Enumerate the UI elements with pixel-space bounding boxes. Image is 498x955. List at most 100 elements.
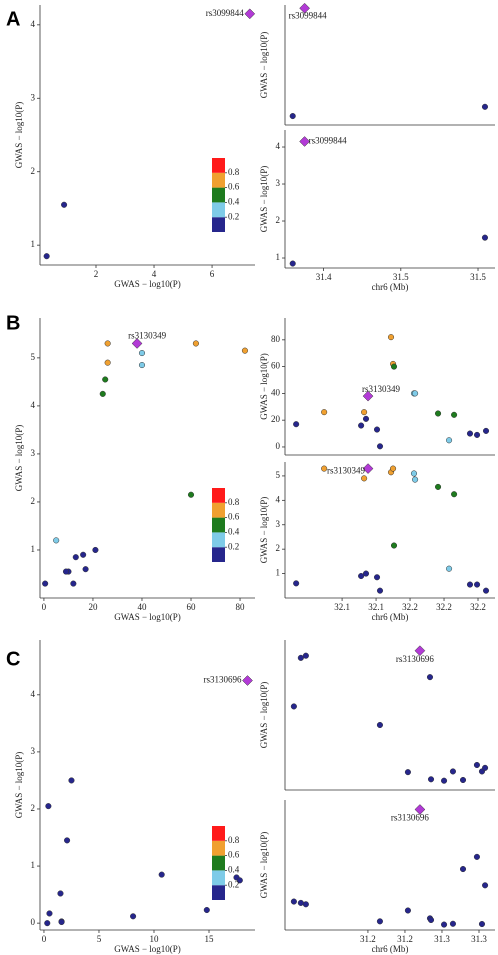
y-tick-label: 3 bbox=[276, 178, 281, 188]
snp-point bbox=[102, 376, 109, 383]
snp-point bbox=[459, 776, 467, 784]
snp-point bbox=[446, 437, 453, 444]
snp-point bbox=[203, 906, 210, 914]
snp-point bbox=[441, 921, 448, 928]
snp-point bbox=[482, 587, 490, 594]
x-tick-label: 31.2 bbox=[360, 934, 376, 944]
colorbar-swatch bbox=[212, 532, 225, 548]
colorbar-swatch bbox=[212, 517, 225, 533]
snp-point bbox=[46, 910, 53, 917]
y-tick-label: 0 bbox=[276, 441, 281, 451]
x-tick-label: 31.3 bbox=[434, 934, 450, 944]
x-axis-label: chr6 (Mb) bbox=[372, 282, 409, 292]
colorbar-tick-label: 0.8 bbox=[228, 835, 240, 845]
colorbar-swatch bbox=[212, 217, 225, 232]
lead-snp-label: rs3099844 bbox=[206, 8, 244, 18]
x-tick-label: 32.2 bbox=[436, 602, 452, 612]
x-tick-label: 80 bbox=[236, 602, 246, 612]
y-axis-label: GWAS − log10(P) bbox=[259, 353, 269, 420]
colorbar-tick-label: 0.2 bbox=[228, 879, 239, 889]
snp-point bbox=[293, 580, 300, 587]
colorbar-tick-label: 0.2 bbox=[228, 541, 239, 551]
y-tick-label: 3 bbox=[276, 519, 281, 529]
snp-point bbox=[387, 334, 395, 341]
snp-point bbox=[57, 890, 64, 897]
colorbar-swatch bbox=[212, 158, 225, 173]
snp-point bbox=[376, 587, 384, 594]
snp-point bbox=[446, 565, 453, 572]
y-tick-label: 1 bbox=[31, 860, 36, 870]
lead-snp-point bbox=[414, 804, 426, 815]
y-tick-label: 2 bbox=[31, 496, 36, 506]
y-tick-label: 40 bbox=[271, 387, 281, 397]
lead-snp-label: rs3130696 bbox=[396, 654, 434, 664]
snp-point bbox=[68, 777, 75, 784]
colorbar-swatch bbox=[212, 172, 225, 188]
snp-point bbox=[373, 426, 381, 433]
y-axis-label: GWAS − log10(P) bbox=[259, 497, 269, 564]
x-tick-label: 4 bbox=[152, 269, 157, 279]
x-tick-label: 6 bbox=[210, 269, 215, 279]
colorbar-tick-label: 0.6 bbox=[228, 850, 240, 860]
snp-point bbox=[404, 769, 411, 776]
lead-snp-point bbox=[299, 136, 310, 147]
snp-point bbox=[451, 411, 458, 418]
lead-snp-label: rs3130349 bbox=[327, 466, 365, 476]
x-axis-label: GWAS − log10(P) bbox=[114, 279, 181, 289]
snp-point bbox=[302, 652, 309, 659]
y-axis-label: GWAS − log10(P) bbox=[259, 682, 269, 749]
colorbar-swatch bbox=[212, 826, 225, 841]
y-tick-label: 0 bbox=[31, 917, 36, 927]
snp-point bbox=[44, 920, 51, 927]
snp-point bbox=[459, 866, 467, 873]
snp-point bbox=[361, 475, 368, 482]
panel-label: B bbox=[6, 312, 20, 334]
y-tick-label: 20 bbox=[271, 414, 281, 424]
y-tick-label: 1 bbox=[276, 568, 281, 578]
y-tick-label: 4 bbox=[276, 494, 281, 504]
x-tick-label: 40 bbox=[137, 602, 147, 612]
snp-point bbox=[358, 572, 365, 580]
y-tick-label: 3 bbox=[31, 448, 36, 458]
x-axis-label: chr6 (Mb) bbox=[372, 944, 409, 954]
snp-point bbox=[426, 674, 434, 681]
y-tick-label: 5 bbox=[276, 470, 281, 480]
colorbar-swatch bbox=[212, 488, 225, 503]
y-tick-label: 2 bbox=[276, 215, 281, 225]
x-tick-label: 31.2 bbox=[397, 934, 413, 944]
snp-point bbox=[72, 554, 79, 561]
snp-point bbox=[373, 574, 381, 581]
colorbar-swatch bbox=[212, 547, 225, 562]
snp-point bbox=[99, 390, 106, 397]
lead-snp-label: rs3130696 bbox=[391, 813, 429, 823]
y-tick-label: 2 bbox=[276, 543, 281, 553]
colorbar-tick-label: 0.8 bbox=[228, 497, 240, 507]
snp-point bbox=[466, 581, 474, 588]
snp-point bbox=[321, 465, 328, 472]
snp-point bbox=[481, 103, 489, 110]
snp-point bbox=[434, 483, 442, 490]
x-tick-label: 5 bbox=[97, 934, 102, 944]
y-axis-label: GWAS − log10(P) bbox=[259, 32, 269, 99]
snp-point bbox=[80, 551, 87, 558]
snp-point bbox=[289, 113, 296, 120]
panel-label: C bbox=[6, 648, 20, 670]
colorbar-swatch bbox=[212, 202, 225, 218]
snp-point bbox=[53, 537, 60, 544]
x-tick-label: 32.1 bbox=[368, 602, 384, 612]
colorbar-swatch bbox=[212, 855, 225, 871]
x-tick-label: 2 bbox=[94, 269, 99, 279]
colorbar-tick-label: 0.4 bbox=[228, 864, 240, 874]
snp-point bbox=[82, 566, 89, 573]
snp-point bbox=[482, 764, 489, 771]
y-tick-label: 80 bbox=[271, 334, 281, 344]
snp-point bbox=[64, 837, 71, 844]
snp-point bbox=[302, 901, 309, 908]
snp-point bbox=[130, 913, 137, 920]
y-axis-label: GWAS − log10(P) bbox=[14, 102, 24, 169]
lead-snp-label: rs3099844 bbox=[309, 136, 347, 146]
colorbar-tick-label: 0.4 bbox=[228, 526, 240, 536]
snp-point bbox=[289, 260, 296, 267]
snp-point bbox=[293, 421, 300, 428]
snp-point bbox=[466, 430, 474, 437]
